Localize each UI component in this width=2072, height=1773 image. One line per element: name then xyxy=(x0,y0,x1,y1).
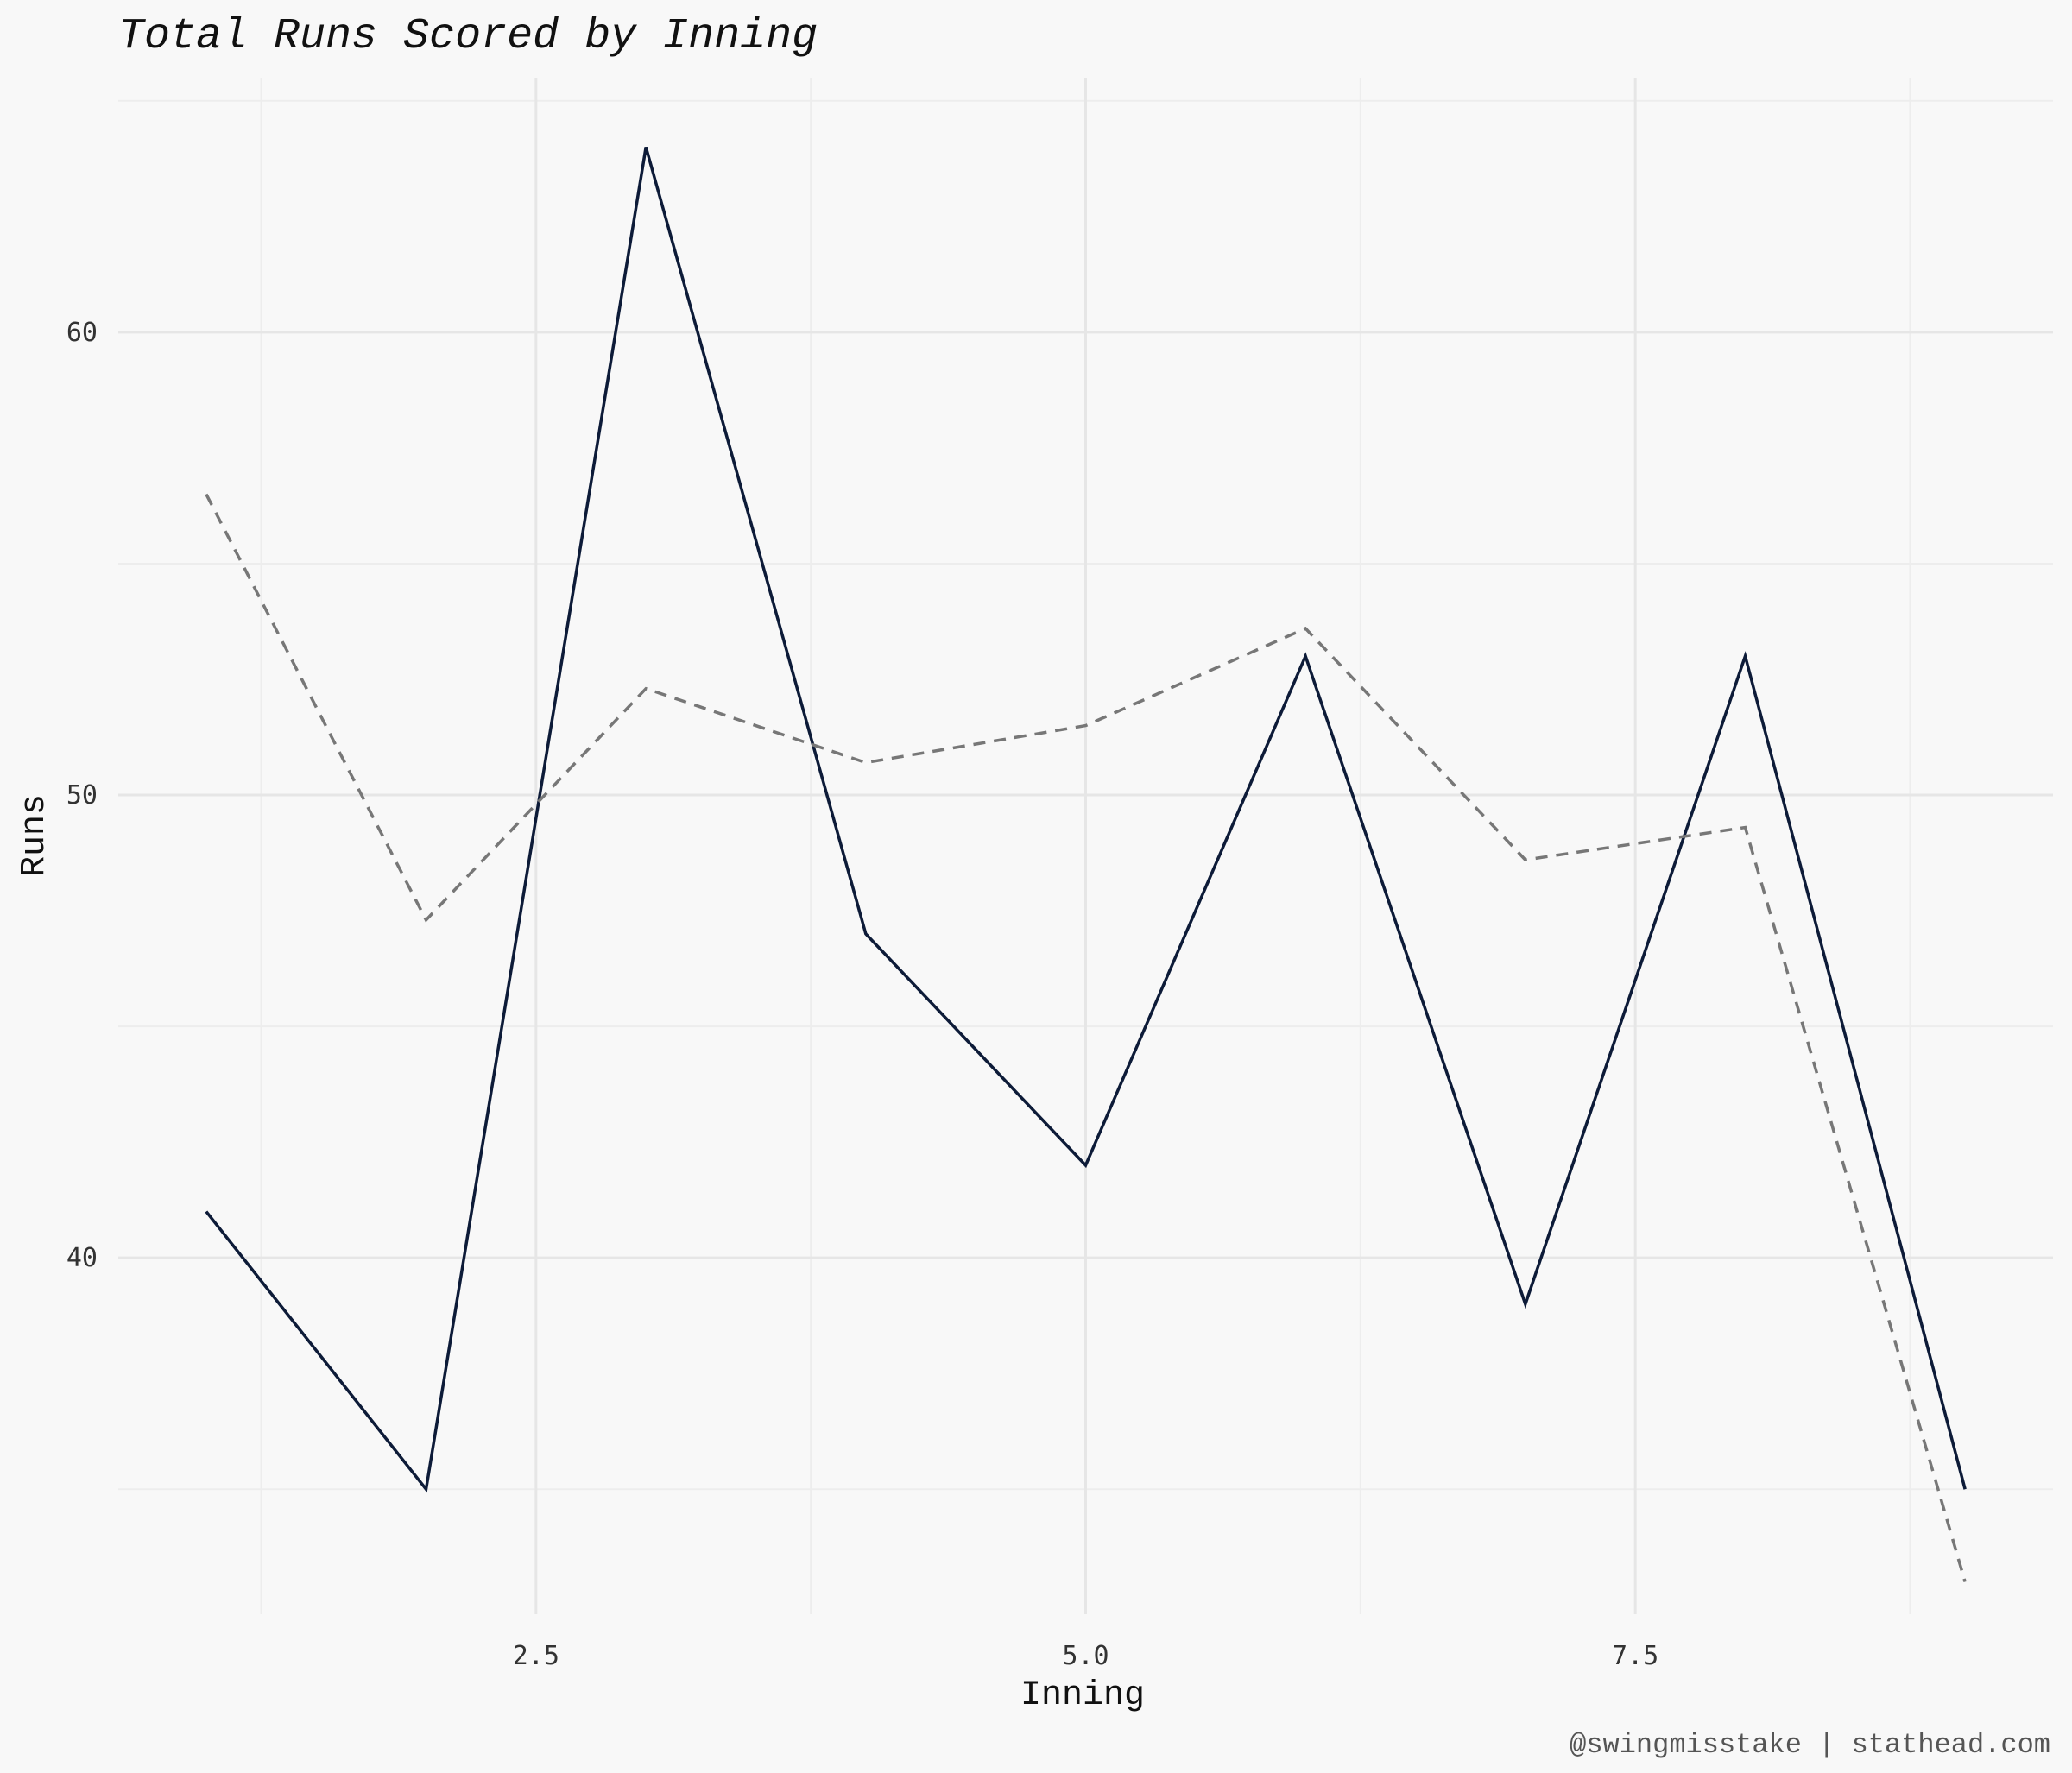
tick-labels: 40 50 60 2.5 5.0 7.5 xyxy=(66,318,1658,1671)
x-tick-label: 5.0 xyxy=(1062,1641,1109,1671)
solid-series-line xyxy=(205,146,1967,1493)
series-lines xyxy=(205,146,1967,1582)
gridlines xyxy=(118,78,2053,1614)
y-tick-label: 40 xyxy=(66,1243,98,1273)
x-tick-label: 7.5 xyxy=(1612,1641,1658,1671)
y-axis-title: Runs xyxy=(16,794,54,877)
dashed-series-line xyxy=(205,493,1967,1582)
x-axis-title: Inning xyxy=(1020,1676,1145,1715)
chart-title: Total Runs Scored by Inning xyxy=(118,12,818,61)
x-tick-label: 2.5 xyxy=(513,1641,559,1671)
source-caption: @swingmisstake | stathead.com xyxy=(1570,1729,2050,1761)
y-tick-label: 50 xyxy=(66,780,98,811)
y-tick-label: 60 xyxy=(66,318,98,348)
